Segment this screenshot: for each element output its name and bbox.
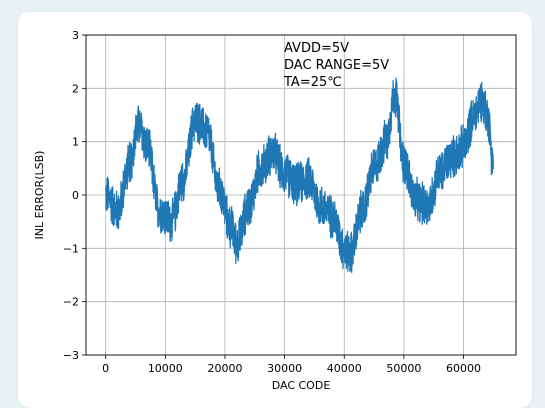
x-tick-label: 40000: [327, 362, 362, 375]
annotation-block: AVDD=5V DAC RANGE=5V TA=25℃: [283, 41, 389, 90]
x-tick-label: 50000: [386, 362, 421, 375]
y-tick-label: 2: [72, 82, 79, 95]
annotation-avdd: AVDD=5V: [284, 41, 349, 56]
x-tick-label: 20000: [207, 362, 242, 375]
inl-series-line: [105, 77, 494, 274]
y-tick-label: 1: [72, 136, 79, 149]
y-tick-label: 3: [72, 29, 79, 42]
data-layer: [105, 77, 494, 274]
x-tick-label: 30000: [267, 362, 302, 375]
y-tick-label: 0: [72, 189, 79, 202]
x-tick-label: 10000: [148, 362, 183, 375]
tick-layer: 0 10000 20000 30000 40000 50000 60000 −3 −2 −1 0 1 2…: [63, 29, 481, 375]
y-tick-label: −2: [63, 296, 79, 309]
annotation-ta: TA=25℃: [283, 75, 342, 90]
x-tick-label: 0: [102, 362, 109, 375]
x-axis-label: DAC CODE: [272, 379, 331, 392]
y-axis-label: INL ERROR(LSB): [33, 151, 46, 240]
inl-error-chart: 0 10000 20000 30000 40000 50000 60000 −3 −2 −1 0 1 2…: [33, 29, 517, 392]
annotation-dac-range: DAC RANGE=5V: [284, 58, 389, 73]
x-tick-label: 60000: [446, 362, 481, 375]
chart-card: 0 10000 20000 30000 40000 50000 60000 −3 −2 −1 0 1 2…: [18, 12, 532, 408]
y-tick-label: −1: [63, 242, 79, 255]
y-tick-label: −3: [63, 349, 79, 362]
